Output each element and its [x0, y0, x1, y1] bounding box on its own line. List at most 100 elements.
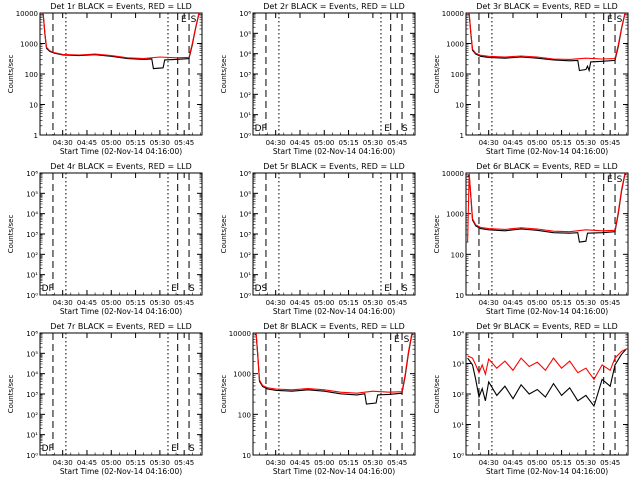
panel-title: Det 4r BLACK = Events, RED = LLD	[50, 162, 192, 171]
y-tick-label: 10²	[239, 91, 251, 99]
y-tick-label: 10³	[26, 231, 38, 239]
y-axis-label: Counts/sec	[220, 55, 228, 94]
event-marker-s: S	[191, 15, 197, 25]
y-tick-label: 1000	[446, 211, 464, 219]
x-tick-label: 05:00	[527, 139, 547, 147]
x-tick-label: 04:30	[53, 139, 73, 147]
panel-det6r: Det 6r BLACK = Events, RED = LLD 10 100 100…	[433, 162, 629, 316]
series-line-lld	[467, 172, 627, 243]
x-tick-label: 05:15	[551, 459, 571, 467]
x-tick-label: 05:15	[551, 139, 571, 147]
x-tick-label: 05:45	[387, 299, 407, 307]
x-tick-label: 05:45	[600, 299, 620, 307]
y-tick-label: 10⁶	[26, 170, 38, 178]
x-tick-label: 05:30	[576, 299, 596, 307]
y-tick-label: 10⁴	[452, 330, 464, 338]
panel-det8r: Det 8r BLACK = Events, RED = LLD 10 100 100…	[220, 322, 416, 476]
x-tick-label: 04:45	[77, 459, 97, 467]
x-tick-label: 05:30	[363, 139, 383, 147]
y-tick-label: 1000	[446, 41, 464, 49]
x-tick-label: 04:30	[53, 299, 73, 307]
event-marker-df: DF	[42, 444, 54, 454]
x-tick-label: 04:45	[290, 139, 310, 147]
x-tick-label: 05:00	[314, 139, 334, 147]
event-marker-e: E	[607, 15, 613, 25]
panel-title: Det 8r BLACK = Events, RED = LLD	[263, 322, 405, 331]
x-tick-label: 04:45	[503, 299, 523, 307]
x-tick-label: 05:30	[150, 139, 170, 147]
x-tick-label: 04:30	[266, 299, 286, 307]
y-tick-label: 1	[460, 132, 464, 140]
y-tick-label: 10⁵	[239, 30, 251, 38]
panel-det7r: Det 7r BLACK = Events, RED = LLD 10⁰ 10¹ 10…	[7, 322, 203, 476]
y-tick-label: 10	[455, 292, 464, 300]
x-tick-label: 05:30	[363, 299, 383, 307]
y-tick-label: 1000	[233, 371, 251, 379]
panel-title: Det 7r BLACK = Events, RED = LLD	[50, 322, 192, 331]
x-tick-label: 04:45	[77, 139, 97, 147]
y-tick-label: 10²	[452, 391, 464, 399]
series-line-lld	[467, 348, 627, 381]
x-axis-label: Start Time (02-Nov-14 04:16:00)	[486, 147, 608, 156]
x-axis-label: Start Time (02-Nov-14 04:16:00)	[60, 147, 182, 156]
panel-title: Det 2r BLACK = Events, RED = LLD	[263, 2, 405, 11]
y-tick-label: 100	[25, 71, 38, 79]
x-tick-label: 04:30	[479, 299, 499, 307]
y-tick-label: 10³	[26, 391, 38, 399]
x-axis-label: Start Time (02-Nov-14 04:16:00)	[273, 467, 395, 476]
plot-frame	[252, 332, 416, 456]
y-tick-label: 10⁵	[26, 350, 38, 358]
y-tick-label: 10⁴	[26, 371, 38, 379]
x-tick-label: 05:15	[551, 299, 571, 307]
y-tick-label: 1000	[20, 41, 38, 49]
x-tick-label: 05:30	[576, 459, 596, 467]
y-tick-label: 100	[238, 411, 251, 419]
x-tick-label: 04:45	[290, 459, 310, 467]
x-tick-label: 05:45	[174, 139, 194, 147]
x-tick-label: 04:30	[53, 459, 73, 467]
event-marker-e: E	[171, 444, 177, 454]
y-tick-label: 10	[242, 452, 251, 460]
x-tick-label: 05:45	[387, 139, 407, 147]
y-tick-label: 10⁰	[452, 452, 464, 460]
x-tick-label: 04:45	[290, 299, 310, 307]
y-tick-label: 100	[451, 251, 464, 259]
panel-det3r: Det 3r BLACK = Events, RED = LLD 1 10 100 10…	[433, 2, 629, 156]
y-tick-label: 10⁰	[239, 132, 251, 140]
x-axis-label: Start Time (02-Nov-14 04:16:00)	[486, 307, 608, 316]
panel-det5r: Det 5r BLACK = Events, RED = LLD 10⁰ 10¹ 10…	[220, 162, 416, 316]
y-axis-label: Counts/sec	[7, 55, 15, 94]
y-tick-label: 10⁴	[239, 211, 251, 219]
x-tick-label: 05:15	[338, 299, 358, 307]
y-tick-label: 10¹	[26, 272, 38, 280]
y-axis-label: Counts/sec	[7, 375, 15, 414]
y-tick-label: 10⁰	[26, 452, 38, 460]
x-axis-label: Start Time (02-Nov-14 04:16:00)	[486, 467, 608, 476]
x-tick-label: 05:45	[600, 139, 620, 147]
y-tick-label: 10⁰	[239, 292, 251, 300]
panel-det2r: Det 2r BLACK = Events, RED = LLD 10⁰ 10¹ 10…	[220, 2, 416, 156]
panel-title: Det 6r BLACK = Events, RED = LLD	[476, 162, 618, 171]
x-tick-label: 05:15	[338, 459, 358, 467]
event-marker-s: S	[402, 124, 408, 134]
y-axis-label: Counts/sec	[220, 215, 228, 254]
x-tick-label: 05:00	[527, 299, 547, 307]
series-line-lld	[41, 12, 201, 60]
y-tick-label: 10⁴	[239, 51, 251, 59]
x-axis-label: Start Time (02-Nov-14 04:16:00)	[60, 307, 182, 316]
event-marker-s: S	[189, 284, 195, 294]
x-tick-label: 05:15	[125, 299, 145, 307]
x-tick-label: 05:30	[150, 459, 170, 467]
x-axis-label: Start Time (02-Nov-14 04:16:00)	[273, 147, 395, 156]
x-tick-label: 05:00	[101, 459, 121, 467]
y-axis-label: Counts/sec	[7, 215, 15, 254]
y-tick-label: 10²	[26, 411, 38, 419]
event-marker-s: S	[617, 15, 623, 25]
y-tick-label: 10000	[442, 10, 464, 18]
x-tick-label: 05:00	[314, 299, 334, 307]
panel-det1r: Det 1r BLACK = Events, RED = LLD 1 10 100 10…	[7, 2, 203, 156]
y-axis-label: Counts/sec	[433, 375, 441, 414]
event-marker-s: S	[402, 284, 408, 294]
y-axis-label: Counts/sec	[433, 215, 441, 254]
